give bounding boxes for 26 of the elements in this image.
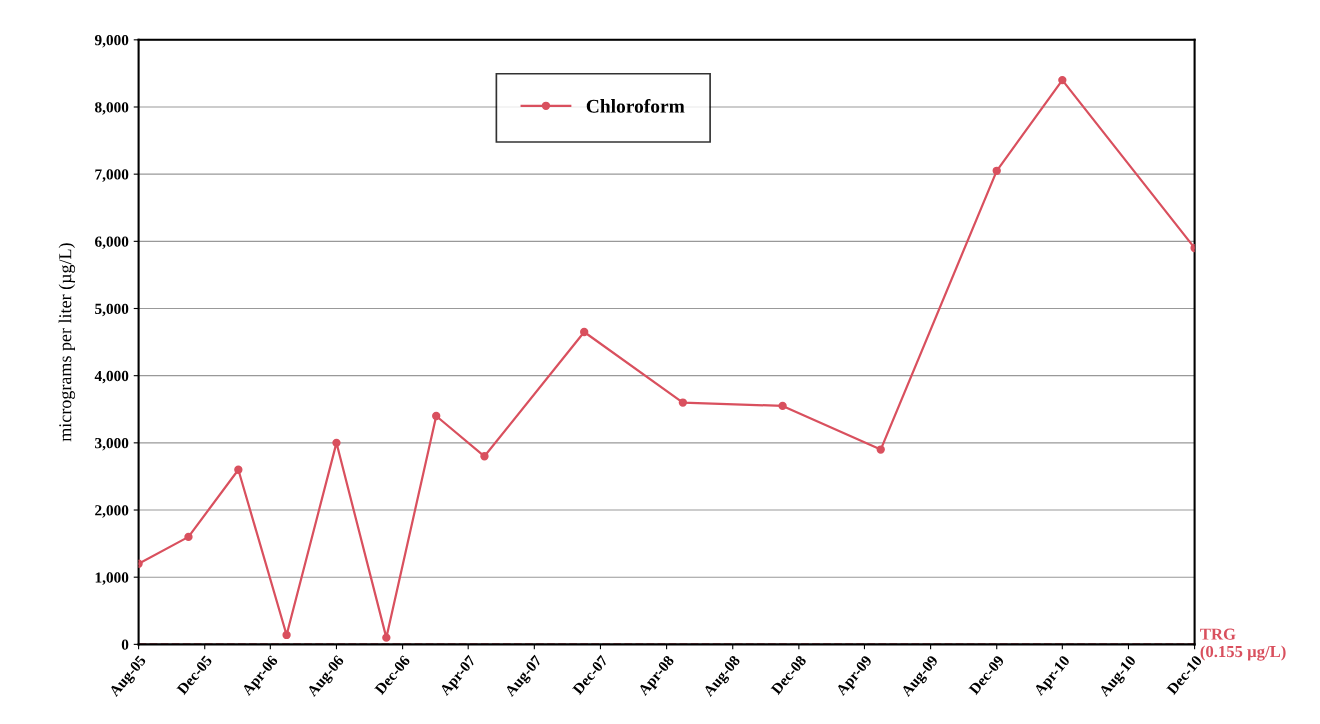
y-tick-label: 1,000 (95, 572, 129, 585)
point (678, 398, 688, 407)
point (432, 411, 441, 421)
y-tick-label: 5,000 (95, 303, 129, 317)
point (480, 452, 489, 461)
y-tick-label: 9,000 (94, 34, 129, 48)
point (1058, 75, 1067, 85)
y-tick-label: 6,000 (95, 236, 129, 249)
y-tick-label: 7,000 (95, 169, 129, 182)
legend-label: Chloroform (586, 98, 685, 113)
point (382, 633, 391, 642)
point (234, 465, 243, 474)
point (332, 438, 341, 448)
y-axis-title: micrograms per liter (µg/L) (58, 243, 76, 442)
point (992, 166, 1001, 175)
y-tick-label: 4,000 (94, 370, 129, 384)
y-tick-label: 0 (121, 639, 129, 650)
y-tick-label: 8,000 (95, 102, 129, 115)
ref-line-label: TRG (0.155 µg/L) (1200, 628, 1286, 661)
point (778, 401, 787, 411)
point (184, 532, 193, 542)
y-tick-label: 3,000 (95, 437, 129, 451)
point (282, 630, 291, 640)
point (876, 445, 885, 454)
y-tick-label: 2,000 (95, 505, 129, 518)
point (580, 327, 589, 337)
